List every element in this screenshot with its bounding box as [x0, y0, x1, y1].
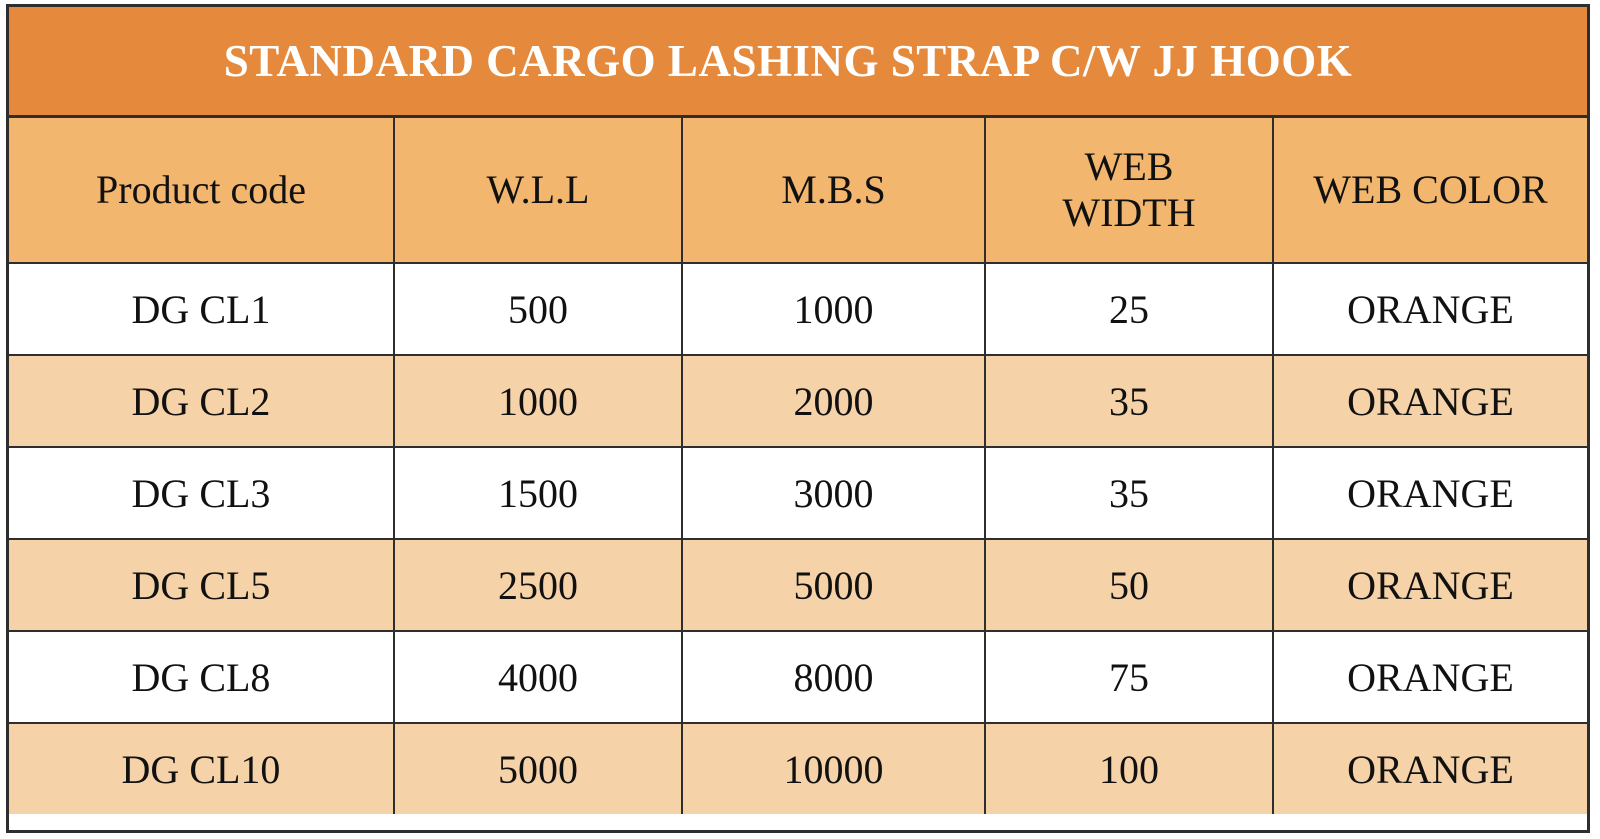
- cell-mbs: 3000: [681, 446, 985, 539]
- cell-web-color: ORANGE: [1272, 262, 1587, 355]
- cell-web-color: ORANGE: [1272, 538, 1587, 631]
- table-title: STANDARD CARGO LASHING STRAP C/W JJ HOOK: [223, 36, 1353, 86]
- cell-wll: 500: [393, 262, 682, 355]
- table-title-bar: STANDARD CARGO LASHING STRAP C/W JJ HOOK: [9, 7, 1587, 118]
- table-row: DG CL10 5000 10000 100 ORANGE: [9, 722, 1587, 814]
- cell-wll: 1000: [393, 354, 682, 447]
- cell-wll: 4000: [393, 630, 682, 723]
- cell-web-color: ORANGE: [1272, 446, 1587, 539]
- cell-product-code: DG CL3: [9, 446, 394, 539]
- cell-product-code: DG CL10: [9, 722, 394, 814]
- table-row: DG CL8 4000 8000 75 ORANGE: [9, 630, 1587, 723]
- header-wll: W.L.L: [393, 118, 682, 263]
- cell-web-color: ORANGE: [1272, 630, 1587, 723]
- cell-web-color: ORANGE: [1272, 354, 1587, 447]
- cell-product-code: DG CL2: [9, 354, 394, 447]
- cell-mbs: 1000: [681, 262, 985, 355]
- header-product-code: Product code: [9, 118, 394, 263]
- cell-web-color: ORANGE: [1272, 722, 1587, 814]
- cell-mbs: 5000: [681, 538, 985, 631]
- table-row: DG CL1 500 1000 25 ORANGE: [9, 262, 1587, 355]
- spec-table: Product code W.L.L M.B.S WEB WIDTH WEB C…: [9, 118, 1587, 814]
- header-web-color: WEB COLOR: [1272, 118, 1587, 263]
- header-row: Product code W.L.L M.B.S WEB WIDTH WEB C…: [9, 118, 1587, 263]
- table-row: DG CL2 1000 2000 35 ORANGE: [9, 354, 1587, 447]
- table-row: DG CL5 2500 5000 50 ORANGE: [9, 538, 1587, 631]
- cell-wll: 1500: [393, 446, 682, 539]
- header-mbs: M.B.S: [681, 118, 985, 263]
- cell-mbs: 10000: [681, 722, 985, 814]
- table-row: DG CL3 1500 3000 35 ORANGE: [9, 446, 1587, 539]
- spec-table-frame: STANDARD CARGO LASHING STRAP C/W JJ HOOK…: [6, 4, 1590, 833]
- cell-web-width: 75: [984, 630, 1273, 723]
- cell-web-width: 35: [984, 446, 1273, 539]
- cell-web-width: 35: [984, 354, 1273, 447]
- cell-product-code: DG CL5: [9, 538, 394, 631]
- cell-product-code: DG CL1: [9, 262, 394, 355]
- cell-mbs: 2000: [681, 354, 985, 447]
- header-web-width: WEB WIDTH: [984, 118, 1273, 263]
- cell-wll: 2500: [393, 538, 682, 631]
- cell-web-width: 100: [984, 722, 1273, 814]
- cell-wll: 5000: [393, 722, 682, 814]
- cell-web-width: 25: [984, 262, 1273, 355]
- cell-web-width: 50: [984, 538, 1273, 631]
- cell-product-code: DG CL8: [9, 630, 394, 723]
- cell-mbs: 8000: [681, 630, 985, 723]
